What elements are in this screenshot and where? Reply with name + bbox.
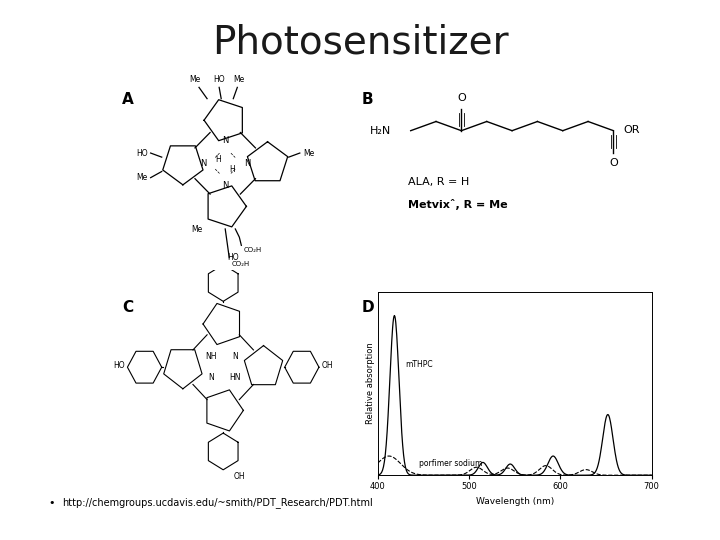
Text: A: A [122,92,134,107]
Text: CO₂H: CO₂H [243,247,261,253]
Text: H₂N: H₂N [369,126,391,136]
Y-axis label: Relative absorption: Relative absorption [366,342,375,424]
Text: B: B [362,92,374,107]
Text: N: N [222,136,228,145]
Text: •: • [49,498,55,508]
Text: H: H [215,154,221,164]
Text: HO: HO [228,253,239,262]
Text: N: N [233,352,238,361]
Text: D: D [362,300,374,315]
Text: OH: OH [233,472,245,481]
Text: HO: HO [136,148,148,158]
Text: N: N [208,374,214,382]
Text: OR: OR [623,125,639,135]
Text: N: N [244,159,251,168]
Text: NH: NH [205,352,217,361]
Text: CO₂H: CO₂H [231,261,250,267]
Text: HN: HN [230,374,241,382]
Text: Me: Me [234,75,245,84]
Text: Me: Me [303,148,314,158]
Text: Me: Me [189,75,201,84]
Text: Metvixˆ, R = Me: Metvixˆ, R = Me [408,199,507,210]
Text: http://chemgroups.ucdavis.edu/~smith/PDT_Research/PDT.html: http://chemgroups.ucdavis.edu/~smith/PDT… [62,497,373,509]
Text: H: H [230,165,235,174]
Text: N: N [200,159,206,168]
Text: Me: Me [192,225,202,234]
Text: OH: OH [322,361,333,369]
Text: Me: Me [136,173,148,182]
Text: HO: HO [113,361,125,369]
Text: ALA, R = H: ALA, R = H [408,177,469,187]
Text: HO: HO [213,75,225,84]
Text: N: N [222,181,228,191]
Text: porfimer sodium: porfimer sodium [419,458,482,468]
Text: C: C [122,300,133,315]
Text: mTHPC: mTHPC [405,360,433,369]
Text: Photosensitizer: Photosensitizer [212,23,508,61]
Text: O: O [457,93,466,103]
Text: O: O [609,158,618,168]
X-axis label: Wavelength (nm): Wavelength (nm) [476,497,554,505]
